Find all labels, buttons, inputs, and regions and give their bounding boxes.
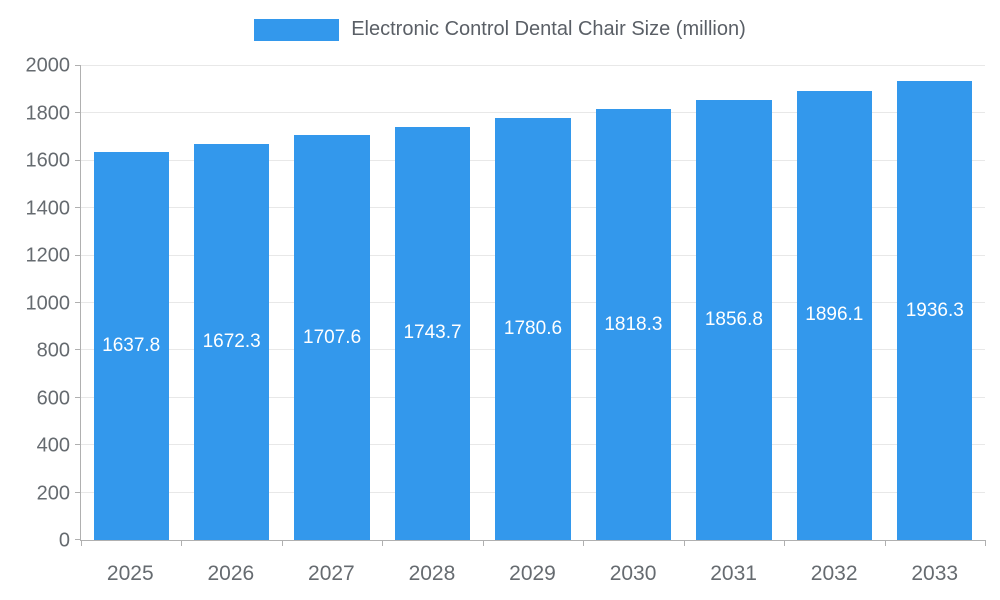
x-tick-mark <box>784 540 786 546</box>
y-axis: 0 200 400 600 800 1000 1200 1400 1600 1800 2000 <box>0 55 71 552</box>
y-tick-mark <box>75 254 81 256</box>
y-axis-tick-label: 1200 <box>25 244 71 267</box>
y-axis-tick-label: 400 <box>36 434 70 457</box>
x-tick-mark <box>884 540 886 546</box>
bar-2028: 1743.7 <box>394 126 471 540</box>
y-axis-tick-label: 1600 <box>25 149 71 172</box>
bar-2029: 1780.6 <box>495 118 571 540</box>
y-axis-tick-label: 600 <box>36 387 70 409</box>
x-axis-tick-label: 2030 <box>609 562 657 585</box>
bar-2027: 1707.6 <box>294 135 370 540</box>
y-axis-tick-label: 1800 <box>25 102 71 124</box>
bar-2033: 1936.3 <box>897 81 973 540</box>
bar-2032: 1896.1 <box>796 90 872 540</box>
bar-value-label: 1936.3 <box>905 299 964 321</box>
x-axis-tick-label: 2033 <box>911 562 959 585</box>
y-axis-tick-label: 1000 <box>25 292 71 314</box>
x-tick-mark <box>482 540 484 546</box>
y-tick-mark <box>75 112 81 114</box>
x-tick-mark <box>985 540 986 546</box>
x-axis-tick-label: 2028 <box>408 562 456 585</box>
bar-value-label: 1818.3 <box>604 313 663 335</box>
bar-value-label: 1896.1 <box>805 304 864 326</box>
y-tick-mark <box>75 349 81 351</box>
x-tick-mark <box>181 540 183 546</box>
x-axis-tick-label: 2029 <box>509 562 556 585</box>
y-tick-mark <box>75 539 81 540</box>
y-tick-mark <box>75 207 81 209</box>
legend: Electronic Control Dental Chair Size (mi… <box>0 18 1000 41</box>
gridline <box>81 112 985 114</box>
legend-swatch-icon <box>254 18 340 41</box>
plot-area: 1637.8 1672.3 1707.6 1743.7 1780.6 1818.3 1856… <box>75 65 986 546</box>
x-tick-mark <box>583 540 585 546</box>
legend-label: Electronic Control Dental Chair Size (mi… <box>351 18 746 40</box>
x-axis-tick-label: 2025 <box>106 562 154 585</box>
x-axis-tick-label: 2027 <box>308 562 355 585</box>
y-axis-tick-label: 1400 <box>25 197 71 219</box>
bar-2025: 1637.8 <box>93 151 169 540</box>
x-tick-mark <box>683 540 685 546</box>
y-tick-mark <box>75 396 81 398</box>
bar-value-label: 1707.6 <box>303 326 362 348</box>
y-tick-mark <box>75 65 81 66</box>
y-tick-mark <box>75 491 81 493</box>
gridline <box>81 65 985 66</box>
y-tick-mark <box>75 444 81 446</box>
x-tick-mark <box>382 540 384 546</box>
x-axis: 2025 2026 2027 2028 2029 2030 2031 2032 2033 <box>80 556 985 590</box>
x-axis-tick-label: 2026 <box>207 562 255 585</box>
y-tick-mark <box>75 302 81 303</box>
bar-value-label: 1637.8 <box>102 334 161 356</box>
bar-value-label: 1743.7 <box>403 322 462 344</box>
y-tick-mark <box>75 159 81 161</box>
x-axis-tick-label: 2031 <box>710 562 757 585</box>
bar-value-label: 1672.3 <box>202 330 261 352</box>
bar-2031: 1856.8 <box>696 99 772 540</box>
y-axis-tick-label: 2000 <box>25 54 71 77</box>
bar-value-label: 1856.8 <box>704 308 763 330</box>
y-axis-tick-label: 200 <box>36 482 70 504</box>
y-axis-tick-label: 800 <box>36 339 70 362</box>
bar-value-label: 1780.6 <box>503 318 563 339</box>
x-axis-tick-label: 2032 <box>810 562 858 585</box>
bar-2026: 1672.3 <box>194 143 270 540</box>
bar-2030: 1818.3 <box>595 109 672 540</box>
x-tick-mark <box>81 540 82 546</box>
y-axis-tick-label: 0 <box>58 529 70 552</box>
x-tick-mark <box>281 540 283 546</box>
